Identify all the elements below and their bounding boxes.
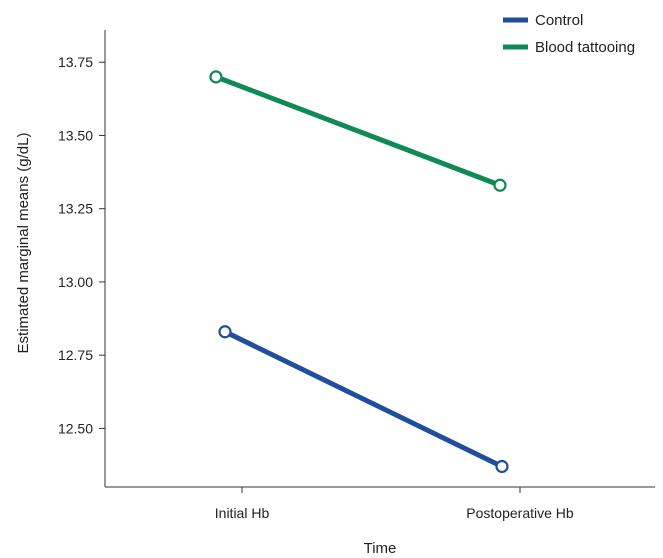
data-point-control: [495, 459, 509, 474]
series-layer: [209, 70, 509, 474]
x-ticks: Initial Hb Postoperative Hb: [215, 487, 574, 521]
series-line-control: [222, 329, 505, 469]
legend-label-control: Control: [535, 12, 583, 29]
x-tick-label: Initial Hb: [215, 505, 270, 521]
plot-area: 12.50 12.75 13.00 13.25 13.50 13.75 Initial H…: [58, 30, 655, 521]
data-point-blood-tattooing: [493, 178, 507, 192]
y-tick-label: 13.75: [58, 54, 93, 70]
data-point-control: [218, 325, 232, 339]
y-ticks: 12.50 12.75 13.00 13.25 13.50 13.75: [58, 54, 105, 436]
x-axis-title: Time: [364, 540, 397, 557]
y-tick-label: 12.75: [58, 347, 93, 363]
y-tick-label: 13.00: [58, 274, 93, 290]
data-point-blood-tattooing: [209, 70, 223, 84]
series-line-blood-tattooing: [213, 74, 503, 188]
y-tick-label: 13.25: [58, 201, 93, 217]
legend-label-blood-tattooing: Blood tattooing: [535, 39, 635, 56]
y-tick-label: 12.50: [58, 420, 93, 436]
x-tick-label: Postoperative Hb: [466, 505, 574, 521]
y-tick-label: 13.50: [58, 127, 93, 143]
legend: Control Blood tattooing: [503, 12, 635, 56]
y-axis-title: Estimated marginal means (g/dL): [15, 133, 32, 354]
